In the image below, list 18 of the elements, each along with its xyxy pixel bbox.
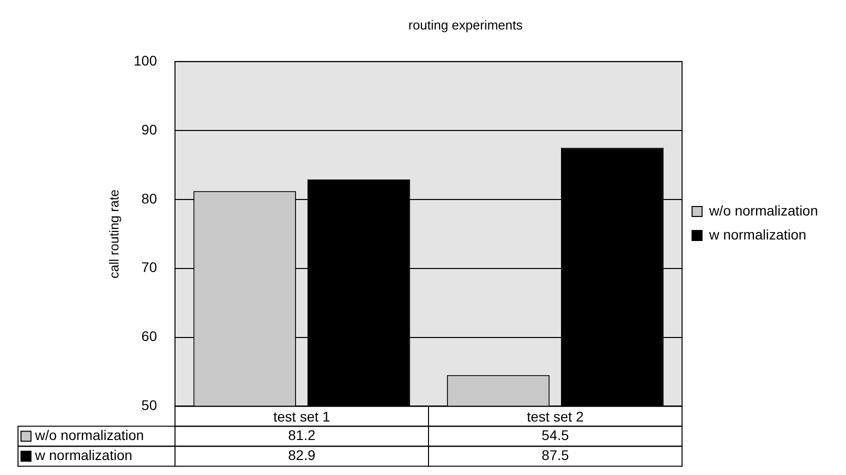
y-tick-label: 100 bbox=[134, 52, 158, 68]
legend-label: w normalization bbox=[708, 226, 806, 242]
data-label: 87.5 bbox=[542, 447, 570, 464]
chart-title: routing experiments bbox=[408, 17, 524, 32]
y-tick-label: 50 bbox=[141, 397, 158, 414]
text: w/o normalization bbox=[709, 202, 818, 218]
data-label: 82.9 bbox=[288, 447, 316, 464]
y-tick-label: 90 bbox=[141, 121, 158, 138]
data-label: 81.2 bbox=[288, 427, 316, 444]
y-tick-label: 60 bbox=[141, 328, 158, 344]
x-tick-label: test set 2 bbox=[526, 408, 584, 424]
text: w normalization bbox=[35, 447, 132, 464]
y-tick-label: 70 bbox=[141, 259, 158, 276]
x-tick-label: test set 1 bbox=[273, 408, 330, 424]
data-label: 54.5 bbox=[542, 427, 570, 444]
legend-label: w/o normalization bbox=[34, 427, 144, 444]
y-axis-title: call routing rate bbox=[106, 189, 122, 278]
y-tick-label: 80 bbox=[141, 190, 158, 206]
